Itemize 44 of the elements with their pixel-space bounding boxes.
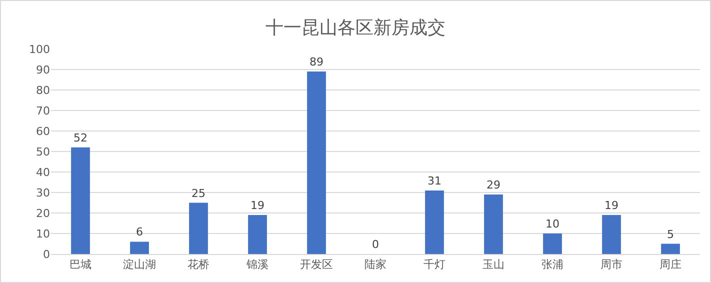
bar: [425, 190, 444, 254]
y-tick-label: 50: [36, 145, 50, 158]
x-tick-label: 玉山: [482, 258, 504, 272]
bar: [248, 215, 267, 254]
bar: [484, 194, 503, 254]
y-tick-label: 60: [36, 124, 50, 138]
y-tick-label: 10: [36, 227, 50, 240]
x-tick-label: 千灯: [424, 258, 446, 272]
x-tick-label: 巴城: [70, 258, 92, 272]
data-label: 19: [250, 199, 264, 212]
data-label: 19: [604, 199, 618, 212]
data-label: 89: [310, 56, 324, 69]
x-tick-label: 开发区: [300, 258, 333, 272]
y-tick-label: 100: [29, 42, 50, 56]
bar: [130, 242, 149, 254]
x-tick-label: 陆家: [364, 258, 386, 272]
x-tick-label: 周市: [600, 258, 622, 272]
x-tick-label: 锦溪: [246, 258, 268, 272]
y-tick-label: 20: [36, 206, 50, 220]
y-tick-label: 30: [36, 186, 50, 200]
bar: [307, 72, 326, 254]
data-label: 52: [74, 131, 88, 144]
y-tick-label: 80: [36, 84, 50, 97]
data-label: 6: [136, 226, 143, 239]
data-label: 31: [428, 174, 442, 188]
bar: [189, 202, 208, 254]
data-label: 10: [546, 218, 560, 230]
bar: [602, 215, 621, 254]
data-label: 5: [667, 228, 674, 241]
bar: [543, 234, 562, 254]
x-tick-label: 张浦: [542, 258, 564, 272]
x-tick-label: 淀山湖: [123, 258, 156, 272]
y-tick-label: 70: [36, 104, 50, 118]
y-tick-label: 90: [36, 63, 50, 76]
chart-title: 十一昆山各区新房成交: [266, 17, 446, 38]
y-tick-label: 40: [36, 166, 50, 179]
x-tick-label: 周庄: [660, 258, 682, 272]
data-label: 0: [372, 238, 379, 251]
y-tick-label: 0: [43, 248, 50, 261]
data-label: 25: [192, 186, 206, 200]
bar: [661, 244, 680, 254]
bar: [71, 147, 90, 254]
data-label: 29: [486, 178, 500, 192]
x-tick-label: 花桥: [188, 258, 210, 272]
